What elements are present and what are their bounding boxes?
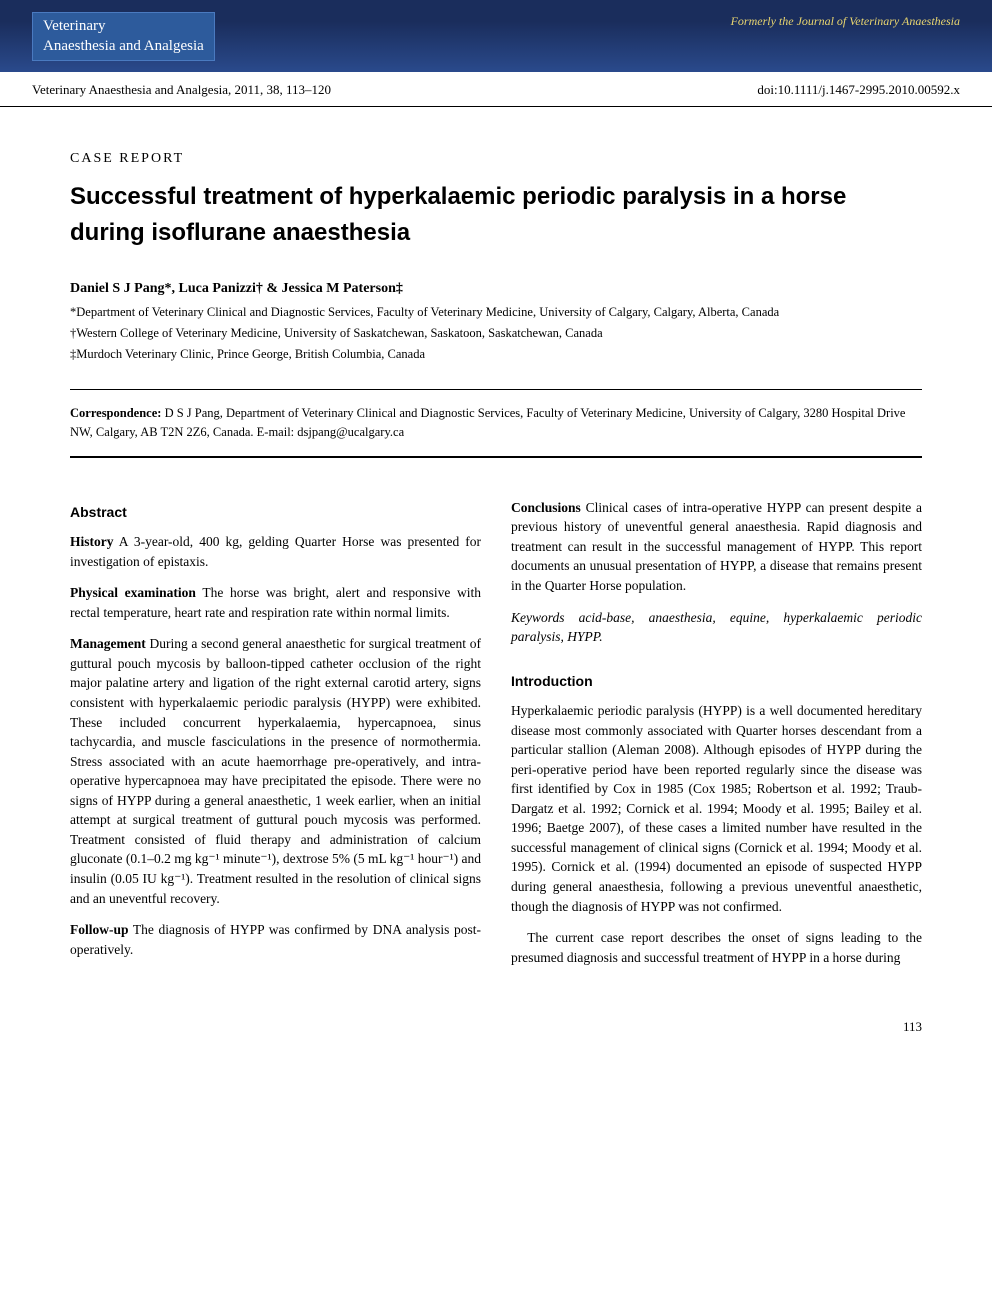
abstract-conclusions: Conclusions Clinical cases of intra-oper… [511, 498, 922, 596]
page-root: Veterinary Anaesthesia and Analgesia For… [0, 0, 992, 1055]
introduction-p2: The current case report describes the on… [511, 928, 922, 967]
keywords-label: Keywords [511, 610, 565, 625]
introduction-p1: Hyperkalaemic periodic paralysis (HYPP) … [511, 701, 922, 916]
right-column: Conclusions Clinical cases of intra-oper… [511, 498, 922, 980]
authors: Daniel S J Pang*, Luca Panizzi† & Jessic… [70, 281, 922, 297]
abstract-heading: Abstract [70, 502, 481, 522]
citation-left: Veterinary Anaesthesia and Analgesia, 20… [32, 82, 331, 98]
journal-name-box: Veterinary Anaesthesia and Analgesia [32, 12, 215, 61]
abstract-history: History A 3-year-old, 400 kg, gelding Qu… [70, 532, 481, 571]
journal-name-line1: Veterinary [43, 17, 204, 37]
abstract-management: Management During a second general anaes… [70, 634, 481, 908]
citation-right: doi:10.1111/j.1467-2995.2010.00592.x [757, 82, 960, 98]
management-text: During a second general anaesthetic for … [70, 636, 481, 905]
affiliation-2: †Western College of Veterinary Medicine,… [70, 324, 922, 343]
article-content: CASE REPORT Successful treatment of hype… [0, 111, 992, 1009]
two-column-body: Abstract History A 3-year-old, 400 kg, g… [70, 498, 922, 980]
journal-name-line2: Anaesthesia and Analgesia [43, 37, 204, 57]
abstract-keywords: Keywords acid-base, anaesthesia, equine,… [511, 608, 922, 647]
conclusions-label: Conclusions [511, 500, 581, 515]
history-label: History [70, 534, 114, 549]
journal-header-band: Veterinary Anaesthesia and Analgesia For… [0, 0, 992, 72]
article-title: Successful treatment of hyperkalaemic pe… [70, 179, 922, 251]
formerly-text: Formerly the Journal of Veterinary Anaes… [731, 14, 960, 29]
section-label: CASE REPORT [70, 151, 922, 167]
history-text: A 3-year-old, 400 kg, gelding Quarter Ho… [70, 534, 481, 569]
correspondence-block: Correspondence: D S J Pang, Department o… [70, 389, 922, 458]
followup-text: The diagnosis of HYPP was confirmed by D… [70, 922, 481, 957]
left-column: Abstract History A 3-year-old, 400 kg, g… [70, 498, 481, 980]
correspondence-text: D S J Pang, Department of Veterinary Cli… [70, 406, 905, 439]
introduction-heading: Introduction [511, 671, 922, 691]
correspondence-label: Correspondence: [70, 406, 161, 420]
affiliation-3: ‡Murdoch Veterinary Clinic, Prince Georg… [70, 345, 922, 364]
management-label: Management [70, 636, 146, 651]
citation-bar: Veterinary Anaesthesia and Analgesia, 20… [0, 72, 992, 107]
abstract-followup: Follow-up The diagnosis of HYPP was conf… [70, 920, 481, 959]
affiliation-1: *Department of Veterinary Clinical and D… [70, 303, 922, 322]
abstract-physical: Physical examination The horse was brigh… [70, 583, 481, 622]
followup-label: Follow-up [70, 922, 129, 937]
page-number: 113 [0, 1009, 992, 1055]
keywords-text: acid-base, anaesthesia, equine, hyperkal… [511, 610, 922, 645]
physical-label: Physical examination [70, 585, 196, 600]
